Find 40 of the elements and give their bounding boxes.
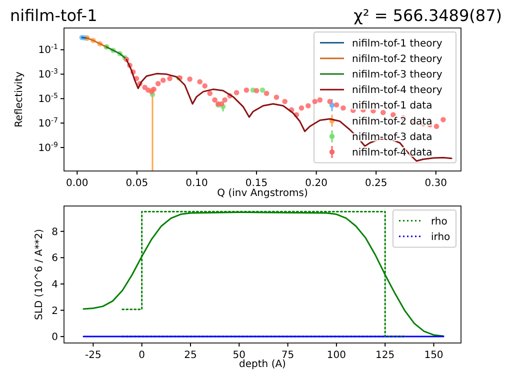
- y-tick-label: 10$^{-7}$: [38, 116, 58, 130]
- legend-label: irho: [431, 232, 450, 243]
- legend-label: nifilm-tof-1 theory: [352, 38, 442, 50]
- x-tick-label: -25: [85, 350, 102, 361]
- y-tick-label: 10$^{-9}$: [38, 141, 58, 154]
- x-tick-label: 0.10: [186, 178, 208, 189]
- x-tick-label: 0: [138, 350, 146, 361]
- y-tick-label: 0: [52, 332, 58, 344]
- y-tick-label: 4: [52, 279, 58, 290]
- x-tick-label: 50: [232, 350, 246, 361]
- legend-label: nifilm-tof-3 theory: [352, 70, 442, 80]
- y-axis-title: Reflectivity: [14, 72, 25, 128]
- legend-label: rho: [431, 216, 448, 228]
- x-tick-label: 0.15: [245, 178, 268, 189]
- x-tick-label: 0.20: [305, 178, 328, 189]
- y-axis-title: SLD (10^6 / A**2): [34, 228, 45, 320]
- y-tick-label: 2: [52, 306, 58, 317]
- x-tick-label: 0.30: [424, 178, 448, 189]
- y-tick-label: 10$^{-3}$: [38, 68, 58, 81]
- legend-label: nifilm-tof-4 data: [352, 148, 432, 158]
- x-tick-label: 0.25: [364, 178, 388, 189]
- x-tick-label: 125: [376, 350, 395, 361]
- y-tick-label: 10$^{-1}$: [38, 43, 58, 56]
- x-tick-label: 150: [424, 350, 444, 361]
- x-tick-label: 25: [184, 350, 197, 361]
- legend-label: nifilm-tof-2 theory: [352, 54, 442, 65]
- y-tick-label: 8: [52, 226, 58, 238]
- legend-label: nifilm-tof-4 theory: [352, 85, 442, 96]
- x-tick-label: 75: [281, 350, 294, 361]
- chart-subtitle: χ² = 566.3489(87): [354, 6, 502, 25]
- x-axis-title: Q (inv Angstroms): [217, 188, 308, 199]
- y-tick-label: 6: [52, 253, 58, 264]
- x-axis-title: depth (A): [239, 359, 286, 370]
- legend-label: nifilm-tof-2 data: [352, 116, 432, 128]
- legend-label: nifilm-tof-1 data: [352, 100, 432, 112]
- x-tick-label: 0.05: [126, 178, 148, 189]
- y-tick-label: 10$^{-5}$: [38, 92, 58, 106]
- x-tick-label: 0.00: [66, 178, 88, 189]
- chart-title: nifilm-tof-1: [10, 6, 98, 25]
- x-tick-label: 100: [326, 350, 346, 361]
